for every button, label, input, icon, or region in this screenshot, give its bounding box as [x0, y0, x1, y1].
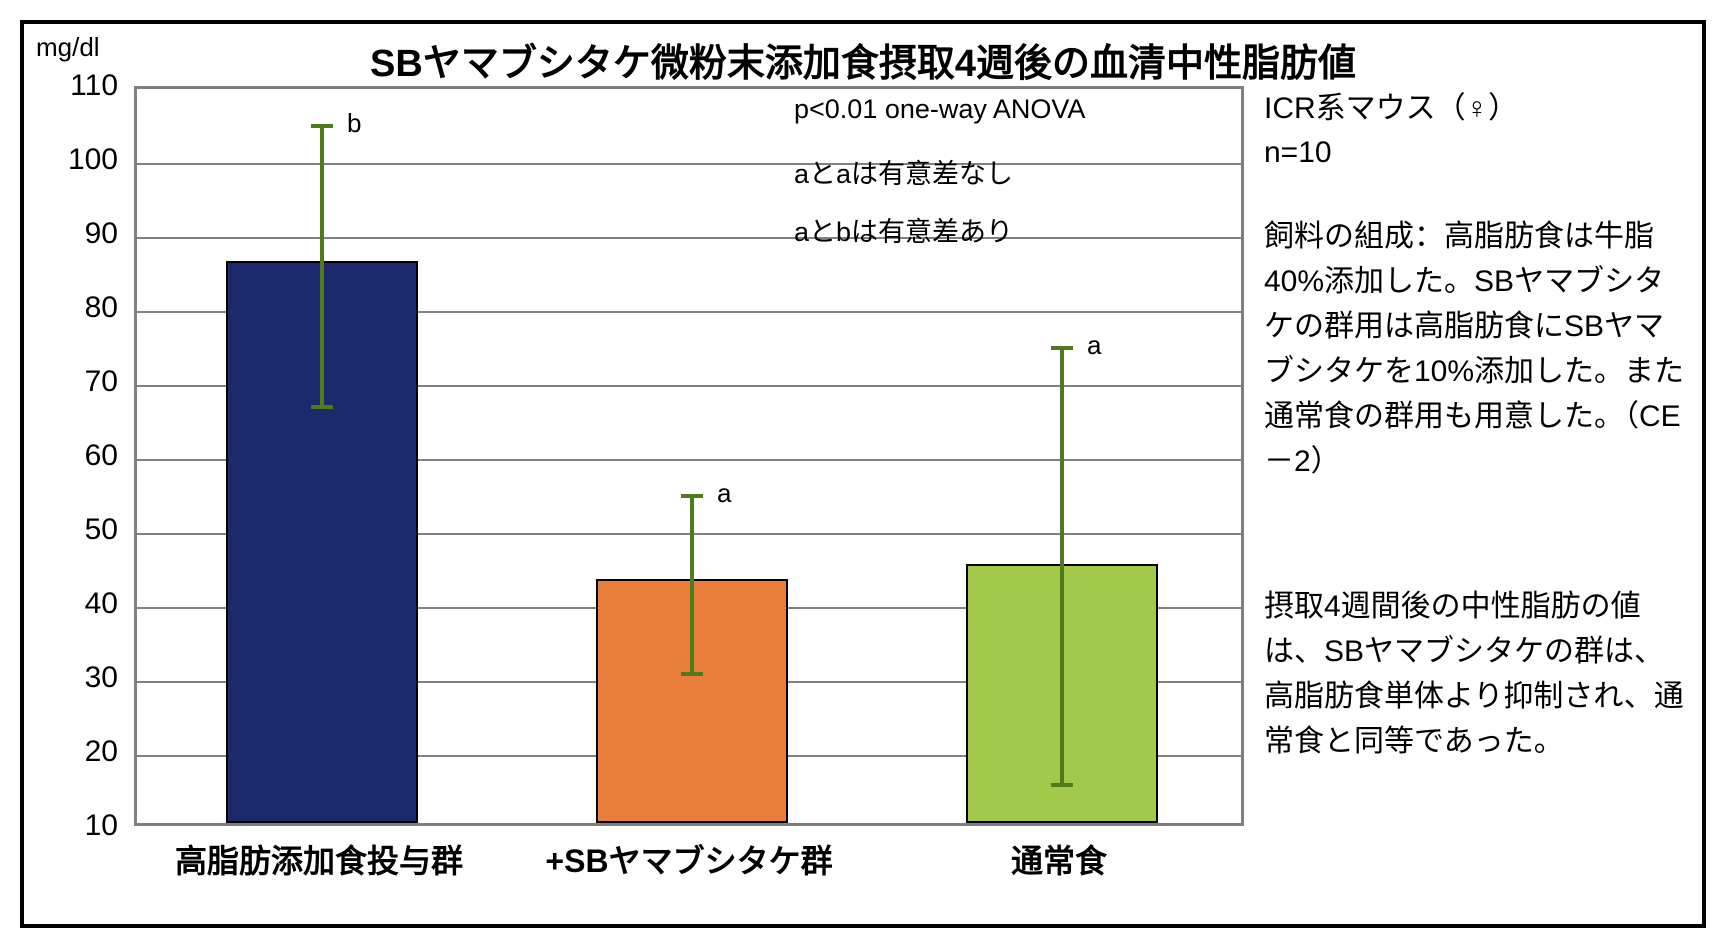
- side-mouse-line: ICR系マウス（♀）: [1264, 86, 1694, 131]
- x-category-label: +SBヤマブシタケ群: [545, 836, 832, 882]
- error-cap: [311, 124, 333, 128]
- y-tick-label: 110: [48, 69, 118, 103]
- gridline: [137, 237, 1241, 239]
- error-cap: [681, 494, 703, 498]
- x-category-label: 通常食: [1011, 836, 1107, 882]
- error-bar: [1060, 348, 1064, 785]
- y-tick-label: 90: [48, 217, 118, 251]
- anova-note: p<0.01 one-way ANOVA: [794, 94, 1085, 125]
- side-para-feed: 飼料の組成：高脂肪食は牛脂40%添加した。SBヤマブシタケの群用は高脂肪食にSB…: [1264, 214, 1694, 484]
- significance-letter: a: [717, 478, 731, 509]
- significance-letter: b: [347, 108, 361, 139]
- sig-note-ab: aとbは有意差あり: [794, 210, 1013, 249]
- y-tick-label: 40: [48, 587, 118, 621]
- significance-letter: a: [1087, 330, 1101, 361]
- error-cap: [681, 672, 703, 676]
- y-tick-label: 60: [48, 439, 118, 473]
- side-para-result: 摂取4週間後の中性脂肪の値は、SBヤマブシタケの群は、高脂肪食単体より抑制され、…: [1264, 584, 1694, 764]
- error-cap: [311, 405, 333, 409]
- y-tick-label: 10: [48, 809, 118, 843]
- y-tick-label: 70: [48, 365, 118, 399]
- chart-title: SBヤマブシタケ微粉末添加食摂取4週後の血清中性脂肪値: [24, 32, 1702, 87]
- error-cap: [1051, 346, 1073, 350]
- error-cap: [1051, 783, 1073, 787]
- plot-area: b a a: [134, 86, 1244, 826]
- x-category-label: 高脂肪添加食投与群: [175, 836, 463, 882]
- side-n-line: n=10: [1264, 130, 1694, 175]
- y-tick-label: 30: [48, 661, 118, 695]
- y-tick-label: 100: [48, 143, 118, 177]
- figure-frame: mg/dl SBヤマブシタケ微粉末添加食摂取4週後の血清中性脂肪値 102030…: [20, 20, 1706, 928]
- y-tick-label: 50: [48, 513, 118, 547]
- y-tick-label: 80: [48, 291, 118, 325]
- sig-note-aa: aとaは有意差なし: [794, 152, 1013, 191]
- y-tick-label: 20: [48, 735, 118, 769]
- error-bar: [690, 496, 694, 674]
- gridline: [137, 163, 1241, 165]
- error-bar: [320, 126, 324, 407]
